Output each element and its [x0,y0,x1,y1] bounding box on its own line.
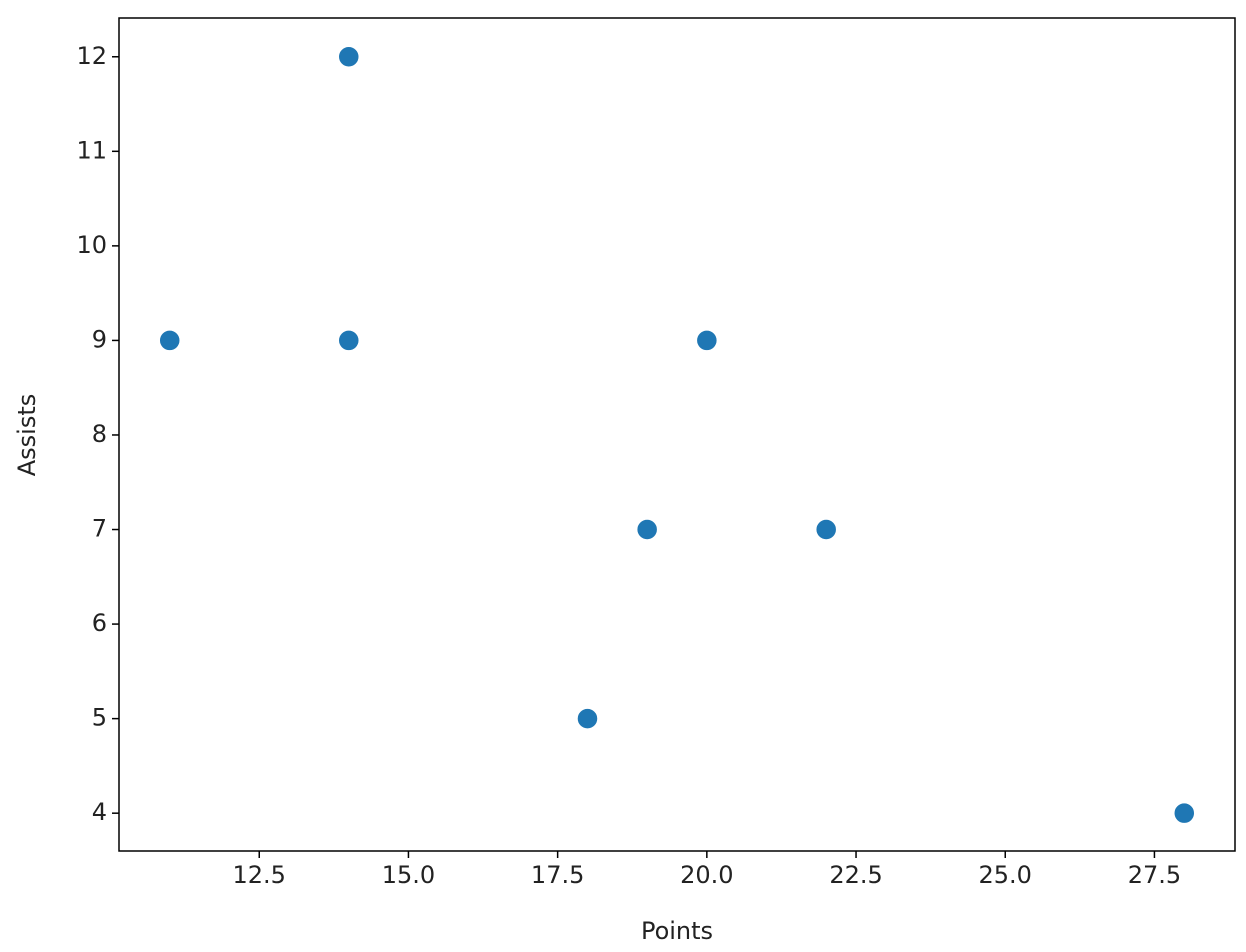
y-axis-label: Assists [13,394,41,477]
point [158,329,181,352]
x-axis-label: Points [641,917,713,945]
y-tick-label: 12 [76,42,107,70]
y-tick-label: 10 [76,231,107,259]
plot-frame [118,17,1236,852]
y-tick-label: 7 [92,515,107,543]
point [695,329,719,352]
y-tick-label: 9 [92,325,107,353]
y-tick-label: 11 [76,136,107,164]
x-tick-label: 12.5 [233,861,286,889]
x-tick-label: 22.5 [829,861,882,889]
point [1173,801,1196,825]
point [814,518,838,541]
y-tick-label: 4 [92,798,107,826]
x-tick-label: 27.5 [1128,861,1181,889]
point [337,45,361,69]
y-tick-label: 8 [92,420,107,448]
point [576,707,599,730]
y-tick-label: 6 [92,609,107,637]
x-tick-label: 20.0 [680,861,733,889]
x-tick-label: 17.5 [531,861,584,889]
point [337,329,361,352]
x-tick-label: 15.0 [382,861,435,889]
x-tick-label: 25.0 [979,861,1032,889]
y-tick-label: 5 [92,704,107,732]
point [635,518,659,541]
